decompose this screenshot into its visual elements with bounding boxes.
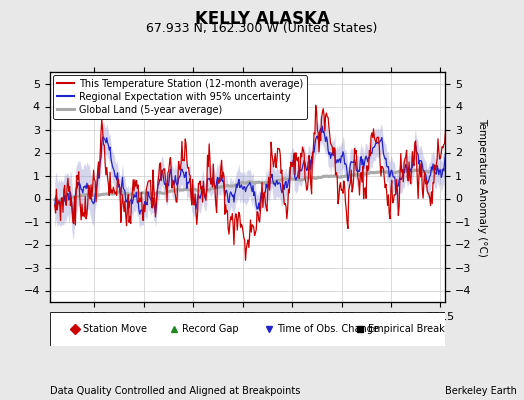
- FancyBboxPatch shape: [50, 312, 445, 346]
- Text: Berkeley Earth: Berkeley Earth: [445, 386, 517, 396]
- Text: KELLY ALASKA: KELLY ALASKA: [194, 10, 330, 28]
- Text: Station Move: Station Move: [83, 324, 147, 334]
- Y-axis label: Temperature Anomaly (°C): Temperature Anomaly (°C): [477, 118, 487, 256]
- Text: Data Quality Controlled and Aligned at Breakpoints: Data Quality Controlled and Aligned at B…: [50, 386, 300, 396]
- Text: Record Gap: Record Gap: [182, 324, 239, 334]
- Text: Time of Obs. Change: Time of Obs. Change: [277, 324, 379, 334]
- Legend: This Temperature Station (12-month average), Regional Expectation with 95% uncer: This Temperature Station (12-month avera…: [53, 75, 307, 118]
- Text: Empirical Break: Empirical Break: [368, 324, 445, 334]
- Text: 67.933 N, 162.300 W (United States): 67.933 N, 162.300 W (United States): [146, 22, 378, 35]
